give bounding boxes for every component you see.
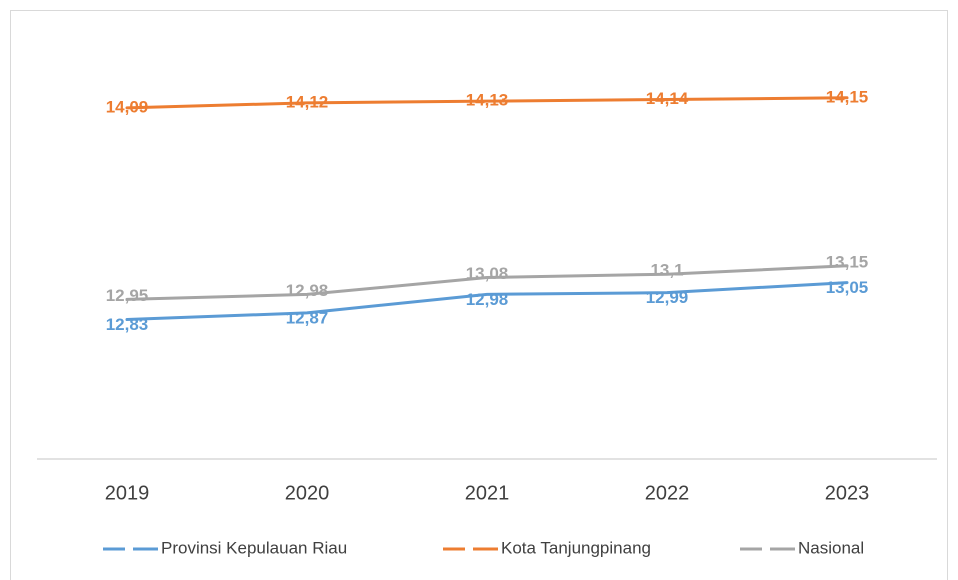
x-tick-label: 2022 (645, 482, 690, 504)
legend-label: Nasional (798, 538, 864, 557)
data-label: 13,15 (826, 252, 869, 271)
data-label: 14,15 (826, 87, 869, 106)
series-line (125, 281, 849, 322)
data-label: 14,09 (106, 97, 149, 116)
data-label: 12,98 (466, 290, 509, 309)
data-label: 12,83 (106, 315, 149, 334)
chart-frame (10, 10, 948, 580)
data-label: 12,95 (106, 286, 149, 305)
data-label: 12,99 (646, 288, 689, 307)
series-line (125, 264, 849, 301)
series-line (125, 96, 849, 110)
data-label: 12,87 (286, 308, 329, 327)
data-label: 13,08 (466, 264, 509, 283)
data-label: 12,98 (286, 281, 329, 300)
legend-label: Provinsi Kepulauan Riau (161, 538, 347, 557)
data-label: 14,12 (286, 92, 329, 111)
data-label: 13,1 (650, 261, 683, 280)
data-label: 14,13 (466, 91, 509, 110)
x-tick-label: 2020 (285, 482, 330, 504)
x-tick-label: 2019 (105, 482, 150, 504)
x-tick-label: 2023 (825, 482, 870, 504)
x-tick-label: 2021 (465, 482, 510, 504)
data-label: 14,14 (646, 89, 689, 108)
data-label: 13,05 (826, 278, 869, 297)
legend-label: Kota Tanjungpinang (501, 538, 651, 557)
